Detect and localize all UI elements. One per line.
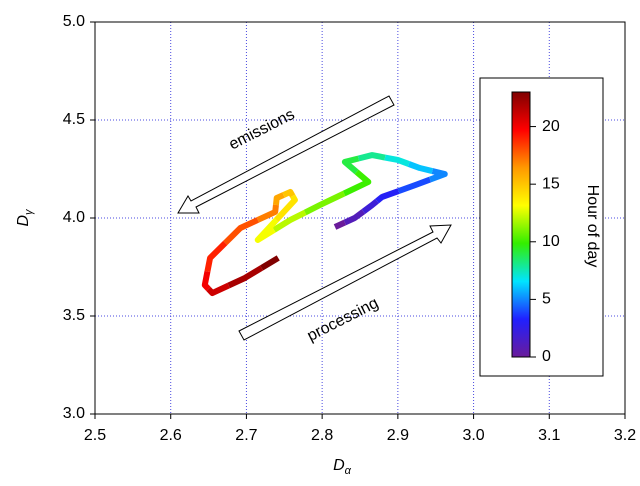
line-segment	[256, 204, 279, 223]
line-segment	[204, 240, 228, 273]
colorbar-tick-label: 5	[542, 291, 551, 308]
x-tick-label: 3.2	[614, 427, 636, 444]
colorbar	[511, 91, 531, 358]
x-tick-label: 2.5	[84, 427, 106, 444]
line-segment	[272, 209, 307, 233]
line-segment	[260, 255, 280, 271]
line-segment	[343, 209, 366, 226]
colorbar-tick-label: 20	[542, 118, 560, 135]
line-segment	[375, 188, 400, 204]
line-segment	[303, 190, 346, 216]
line-segment	[341, 155, 360, 175]
y-tick-label: 4.0	[63, 209, 85, 226]
line-segment	[357, 152, 386, 162]
x-tick-label: 2.8	[311, 427, 333, 444]
colorbar-tick-label: 15	[542, 175, 560, 192]
line-segment	[206, 282, 230, 297]
line-segment	[407, 161, 434, 174]
line-segment	[397, 176, 432, 194]
line-segment	[428, 168, 448, 183]
line-segment	[342, 169, 372, 197]
y-tick-label: 5.0	[63, 13, 85, 30]
line-segment	[361, 198, 379, 214]
line-segment	[274, 194, 298, 223]
y-tick-label: 4.5	[63, 111, 85, 128]
line-segment	[227, 265, 264, 289]
line-segment	[223, 217, 260, 246]
colorbar-frame	[479, 77, 604, 377]
x-axis-label: Dα	[333, 457, 352, 477]
x-tick-label: 2.9	[387, 427, 409, 444]
y-axis-label-base: D	[15, 215, 32, 227]
annotation: emissions	[226, 106, 297, 153]
emissions-arrow	[177, 95, 395, 214]
line-segment	[272, 192, 285, 206]
x-tick-label: 3.1	[538, 427, 560, 444]
y-tick-label: 3.5	[63, 307, 85, 324]
processing-arrow	[238, 224, 452, 341]
y-tick-label: 3.0	[63, 405, 85, 422]
x-tick-label: 2.6	[160, 427, 182, 444]
line-segment	[201, 270, 211, 292]
colorbar-tick-label: 0	[542, 348, 551, 365]
y-axis-label-sub: γ	[23, 208, 35, 215]
x-tick-label: 2.7	[235, 427, 257, 444]
line-segment	[254, 217, 279, 243]
line-segment	[333, 219, 347, 230]
colorbar-tick-label: 10	[542, 233, 560, 250]
x-tick-label: 3.0	[462, 427, 484, 444]
x-axis-label-sub: α	[345, 465, 352, 477]
colorbar-label: Hour of day	[584, 185, 601, 268]
line-segment	[282, 188, 296, 198]
line-segment	[384, 154, 410, 167]
y-axis-label: Dγ	[15, 208, 35, 227]
x-axis-label-base: D	[333, 457, 345, 474]
